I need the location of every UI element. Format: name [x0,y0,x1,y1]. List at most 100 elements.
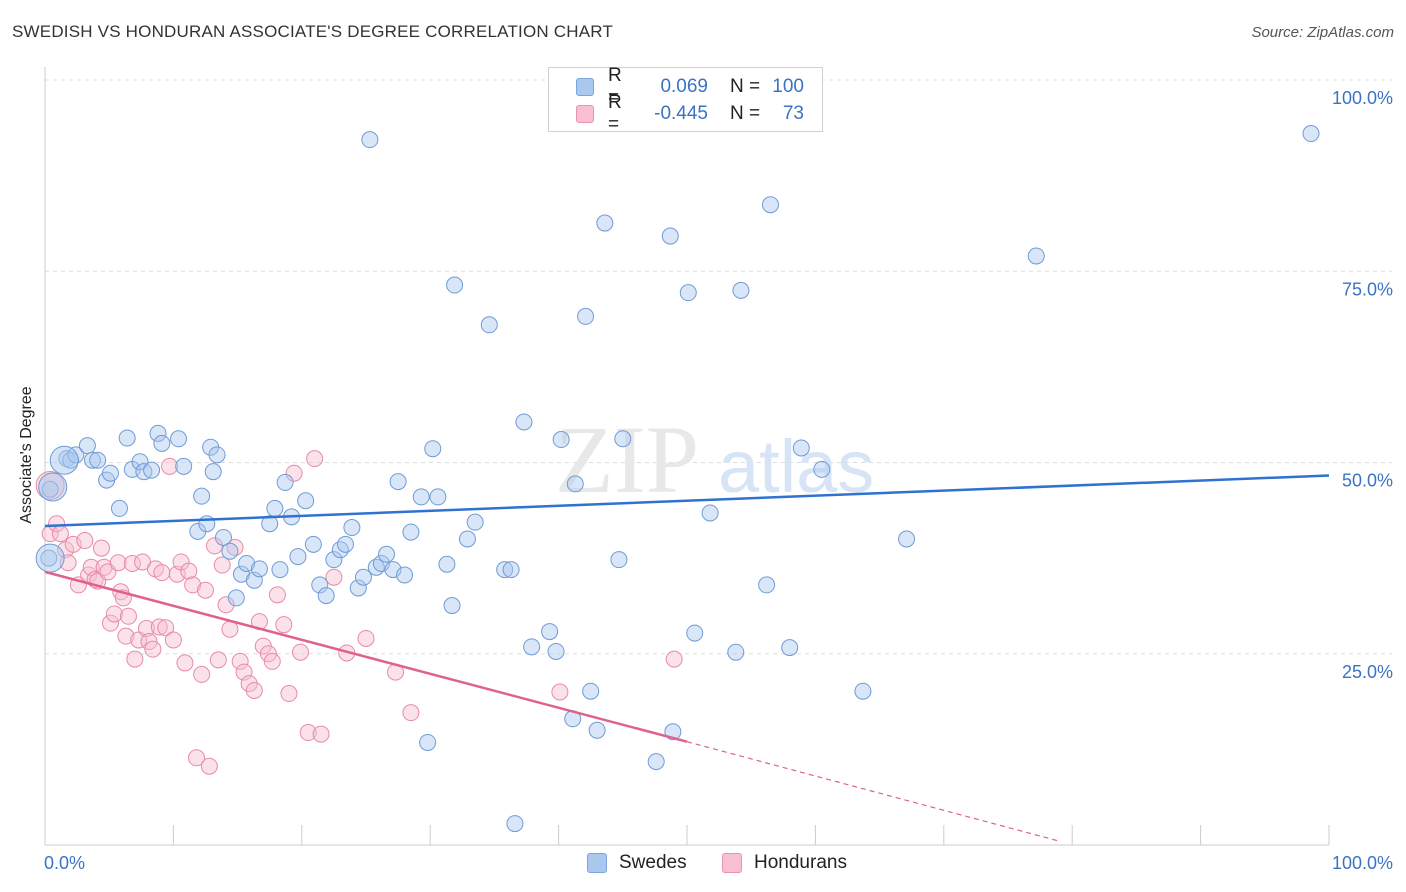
swede-point [304,535,322,553]
legend-n-label: N = [730,103,761,124]
honduran-point [263,652,281,670]
honduran-point [245,681,263,699]
hondurans-trend-line [44,570,688,743]
honduran-point [164,631,182,649]
honduran-point [306,450,324,468]
honduran-point [157,619,175,637]
swede-point [131,453,149,471]
swede-point [424,440,442,458]
honduran-point [665,650,683,668]
swede-point [175,457,193,475]
legend-r-value: 0.069 [660,76,708,97]
honduran-point [259,645,277,663]
axes [44,67,1330,846]
swede-point [289,548,307,566]
legend-label-swedes: Swedes [619,852,687,873]
swede-point [577,307,595,325]
swede-point [276,473,294,491]
honduran-point [357,629,375,647]
honduran-point [137,620,155,638]
swede-point [614,430,632,448]
legend-row-swedes: R = 0.069 N = 100 [549,65,804,108]
honduran-point [119,607,137,625]
swede-point [227,589,245,607]
swede-point [238,554,256,572]
swede-point [523,638,541,656]
swede-point [412,488,430,506]
honduran-point [200,757,218,775]
honduran-point [312,725,330,743]
honduran-point [92,539,110,557]
swede-point-large [35,543,65,573]
swede-point [898,530,916,548]
swede-point [354,568,372,586]
swede-point [496,561,514,579]
swede-point [466,513,484,531]
swede-point [331,541,349,559]
x-tick-label: 100.0% [1332,853,1393,873]
swede-point [458,530,476,548]
swede-point [204,463,222,481]
honduran-point [180,562,198,580]
swedes-points [35,125,1320,833]
series-legend: Swedes Hondurans [0,852,1406,876]
honduran-point [101,614,119,632]
watermark: ZIP atlas [555,406,874,513]
honduran-point [150,618,168,636]
y-tick-label: 100.0% [1332,88,1393,108]
swede-point [266,499,284,517]
swede-point [758,576,776,594]
source-credit: Source: ZipAtlas.com [1251,24,1394,41]
swede-point [547,642,565,660]
swede-point [446,276,464,294]
hondurans-trend-extension [686,741,1060,842]
honduran-point [193,665,211,683]
honduran-point [48,515,66,533]
swede-point [582,682,600,700]
honduran-point [109,554,127,572]
swede-point [1027,247,1045,265]
swede-point [208,446,226,464]
honduran-point [280,685,298,703]
honduran-point [209,651,227,669]
legend-swatch-swedes [576,78,594,96]
swede-point [438,555,456,573]
y-tick-label: 50.0% [1342,471,1393,491]
swede-point [647,753,665,771]
swede-point [149,424,167,442]
swede-point [480,316,498,334]
swede-point [221,542,239,560]
legend-r-label: R = [608,92,622,135]
swede-point [854,682,872,700]
swede-point [389,473,407,491]
swede-point [343,519,361,537]
swede-point [261,515,279,533]
honduran-point [231,652,249,670]
swede-point [349,579,367,597]
swede-point [541,623,559,641]
tick-labels: 25.0% 50.0% 75.0% 100.0% 0.0% 100.0% [44,88,1393,873]
legend-swatch-hondurans [576,105,594,123]
honduran-point [213,556,231,574]
y-tick-label: 75.0% [1342,279,1393,299]
legend-label-hondurans: Hondurans [754,852,847,873]
swedes-trend-line [44,474,1330,528]
swede-point [396,566,414,584]
honduran-point [285,464,303,482]
trend-lines [44,474,1330,842]
legend-swatch-swedes [587,853,607,873]
legend-item-hondurans[interactable]: Hondurans [722,852,847,874]
swede-point [336,535,354,553]
swede-point [101,464,119,482]
swede-point [610,551,628,569]
swede-point [78,437,96,455]
honduran-point [551,683,569,701]
swede-point [325,551,343,569]
legend-item-swedes[interactable]: Swedes [587,852,687,874]
swede-point [761,196,779,214]
swede-point [214,528,232,546]
swede-point [781,639,799,657]
swede-point [686,624,704,642]
swede-point [679,284,697,302]
honduran-point [153,564,171,582]
